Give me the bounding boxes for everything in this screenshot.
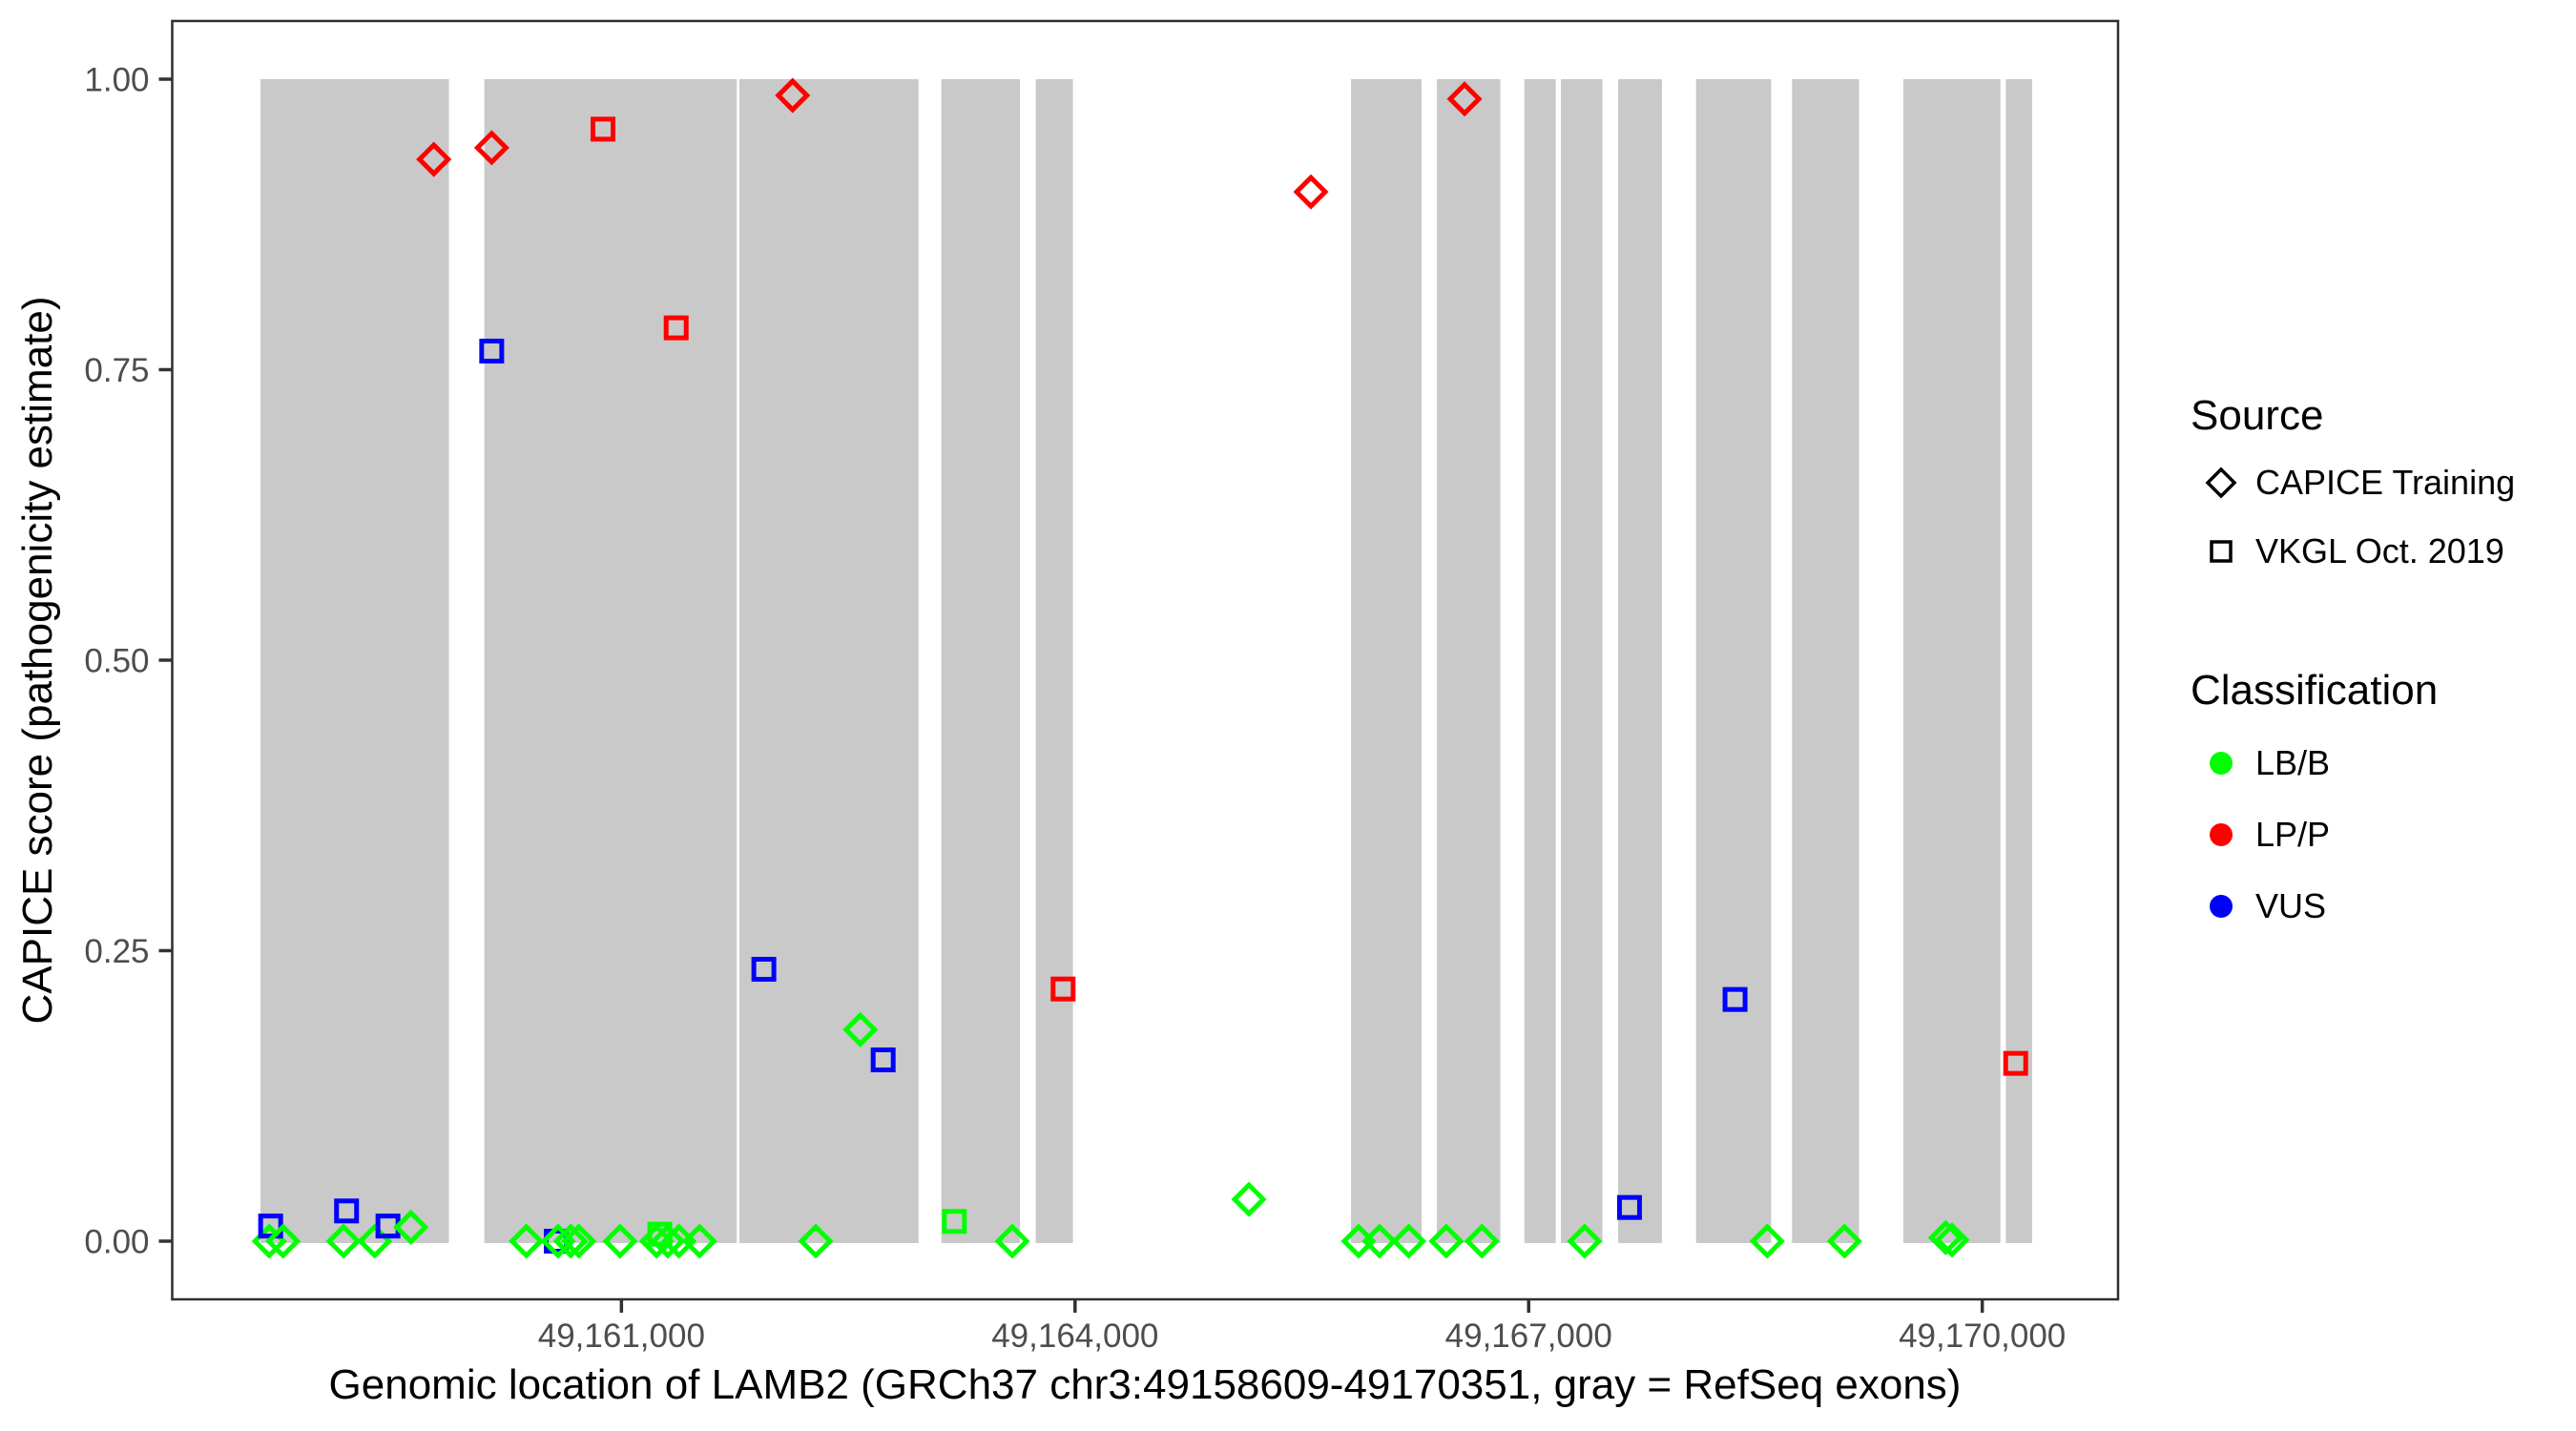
legend-item-source-1-label: CAPICE Training	[2255, 463, 2516, 502]
data-point-diamond	[994, 1223, 1030, 1259]
data-point-diamond	[775, 77, 811, 114]
exon-bar	[941, 79, 1021, 1243]
data-point-diamond	[650, 1223, 686, 1259]
data-point-square	[591, 116, 616, 142]
data-point-diamond	[1446, 81, 1483, 117]
exon-bar	[1695, 79, 1772, 1243]
data-point-square	[1616, 1194, 1642, 1220]
x-tick-label: 49,161,000	[538, 1317, 705, 1355]
legend-item-class-3-glyph-icon	[2200, 885, 2242, 927]
legend-item-source-1-glyph-icon	[2200, 462, 2242, 504]
exon-bar	[1351, 79, 1423, 1243]
x-tick-label: 49,167,000	[1445, 1317, 1612, 1355]
legend-item-class-1-glyph-icon	[2200, 742, 2242, 784]
data-point-diamond	[681, 1223, 717, 1259]
legend-item-class-1-label: LB/B	[2255, 743, 2331, 782]
y-tick-label: 0.25	[84, 933, 149, 970]
exon-bar	[1618, 79, 1663, 1243]
data-point-diamond	[1934, 1222, 1970, 1258]
legend-item-class-2: LP/P	[2200, 814, 2330, 856]
exon-bar	[1437, 79, 1501, 1243]
data-point-diamond	[1293, 174, 1329, 210]
exon-bar	[1524, 79, 1556, 1243]
exon-bar	[1035, 79, 1073, 1243]
legend-classification-title: Classification	[2191, 667, 2439, 714]
data-point-square	[870, 1047, 896, 1072]
exon-bar	[1792, 79, 1859, 1243]
legend-item-class-1: LB/B	[2200, 742, 2330, 784]
data-point-diamond	[1231, 1181, 1267, 1217]
data-point-diamond	[393, 1209, 429, 1245]
data-point-diamond	[509, 1223, 545, 1259]
data-point-square	[334, 1198, 360, 1224]
legend-item-class-3-label: VUS	[2255, 886, 2327, 925]
y-tick-label: 0.00	[84, 1223, 149, 1260]
legend-source-title: Source	[2191, 392, 2324, 439]
y-axis-title: CAPICE score (pathogenicity estimate)	[14, 296, 61, 1025]
data-point-diamond	[416, 141, 452, 177]
legend-item-class-2-glyph-icon	[2200, 814, 2242, 856]
exon-bar	[1560, 79, 1603, 1243]
data-point-diamond	[1361, 1223, 1398, 1259]
data-point-square	[2003, 1050, 2028, 1076]
data-point-diamond	[798, 1223, 834, 1259]
data-point-diamond	[561, 1223, 597, 1259]
data-point-diamond	[473, 130, 509, 166]
x-tick-label: 49,164,000	[991, 1317, 1158, 1355]
exon-bar	[484, 79, 737, 1243]
data-point-diamond	[325, 1223, 362, 1259]
exon-bar	[1902, 79, 2001, 1243]
data-point-diamond	[1428, 1223, 1465, 1259]
y-tick-label: 1.00	[84, 61, 149, 98]
legend-item-source-2: VKGL Oct. 2019	[2200, 530, 2504, 572]
legend-item-class-2-label: LP/P	[2255, 815, 2331, 854]
data-point-diamond	[1464, 1223, 1500, 1259]
data-point-square	[751, 956, 777, 982]
legend-item-class-3: VUS	[2200, 885, 2326, 927]
legend-item-source-2-label: VKGL Oct. 2019	[2255, 531, 2504, 570]
data-point-square	[1050, 976, 1076, 1002]
legend-item-source-2-glyph-icon	[2200, 530, 2242, 572]
data-point-square	[942, 1209, 967, 1234]
data-point-square	[1722, 986, 1748, 1012]
y-tick-label: 0.50	[84, 642, 149, 679]
data-point-diamond	[602, 1223, 638, 1259]
exon-bar	[260, 79, 449, 1243]
data-point-square	[479, 339, 505, 364]
data-point-diamond	[1391, 1223, 1427, 1259]
data-point-diamond	[552, 1223, 589, 1259]
exon-bar	[2005, 79, 2032, 1243]
data-point-diamond	[1927, 1219, 1963, 1255]
x-tick-label: 49,170,000	[1899, 1317, 2066, 1355]
data-point-diamond	[1826, 1223, 1862, 1259]
data-point-diamond	[1567, 1223, 1603, 1259]
data-point-diamond	[842, 1011, 879, 1047]
x-axis-title: Genomic location of LAMB2 (GRCh37 chr3:4…	[328, 1361, 1962, 1408]
data-point-diamond	[1749, 1223, 1785, 1259]
legend-item-source-1: CAPICE Training	[2200, 462, 2515, 504]
data-point-diamond	[265, 1223, 301, 1259]
y-tick-label: 0.75	[84, 352, 149, 389]
data-point-square	[663, 315, 689, 341]
